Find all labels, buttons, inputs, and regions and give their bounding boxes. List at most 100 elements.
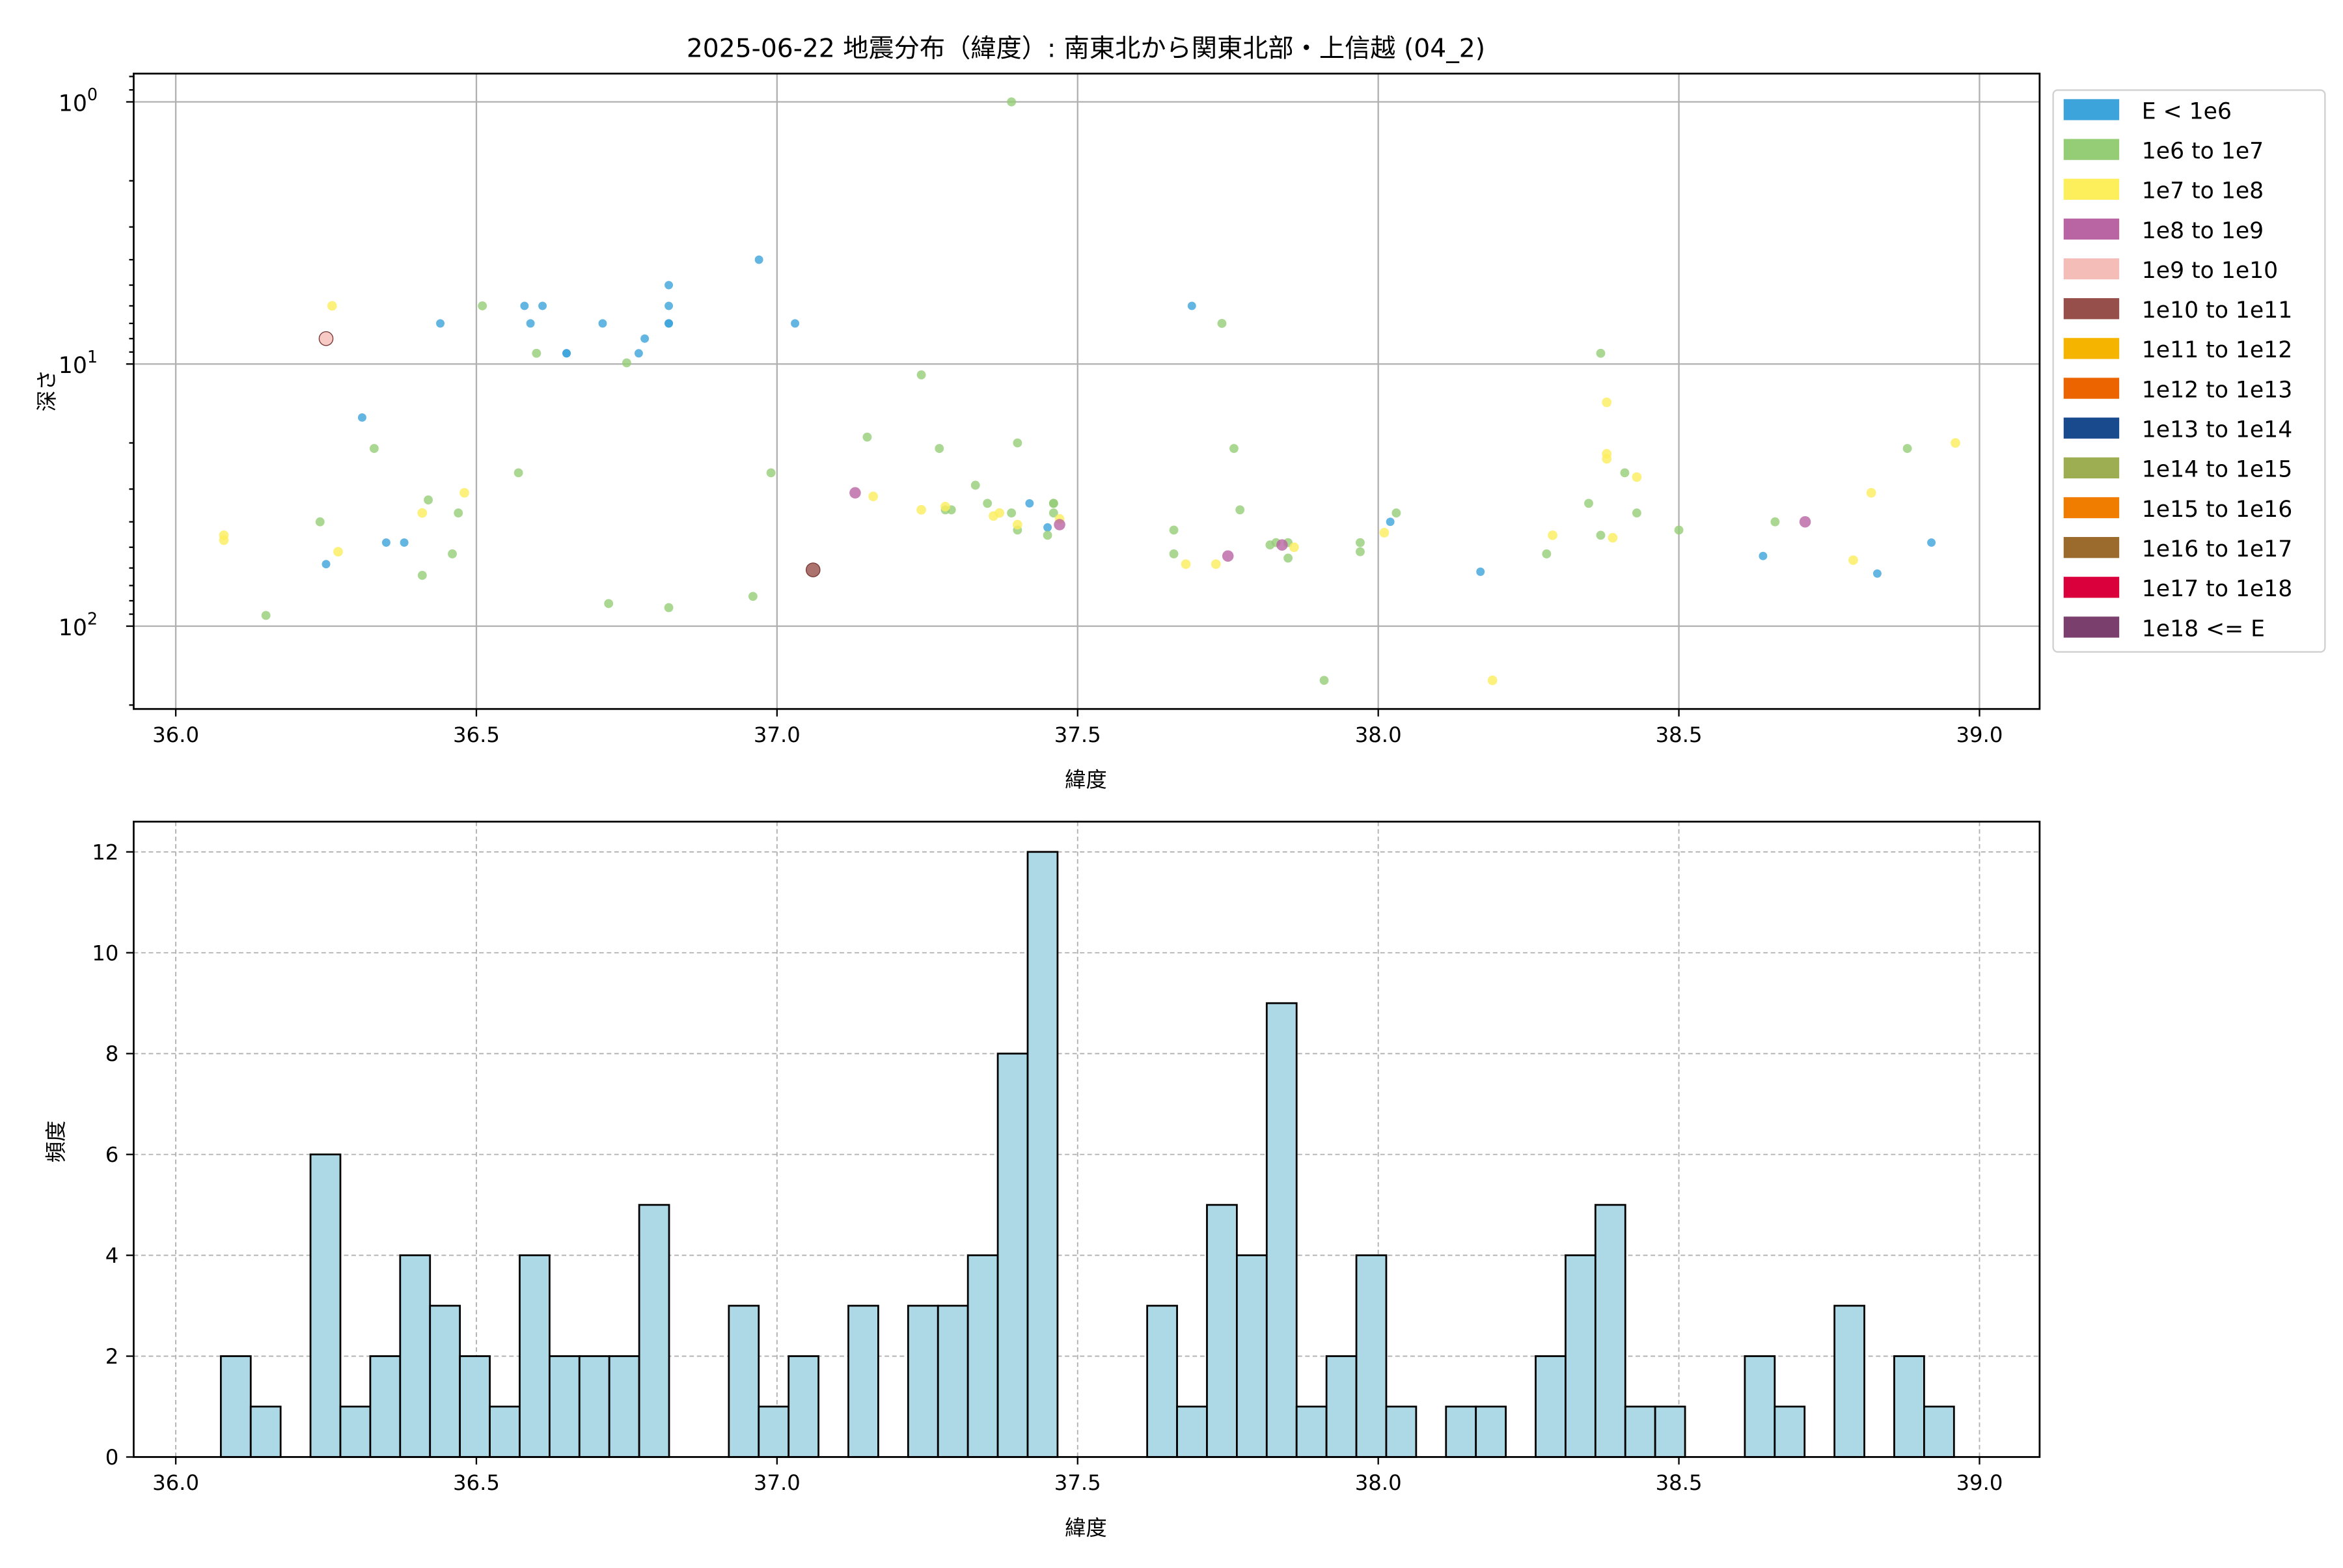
scatter-point [1169, 525, 1179, 535]
scatter-point [369, 444, 379, 453]
scatter-point [1319, 676, 1329, 685]
hist-bar [1923, 1405, 1955, 1458]
scatter-point [327, 301, 337, 311]
legend-label: 1e13 to 1e14 [2142, 417, 2292, 443]
hist-ytick-label: 4 [105, 1243, 119, 1268]
scatter-point [1632, 472, 1642, 482]
scatter-point [1770, 517, 1780, 527]
scatter-point [1048, 499, 1058, 508]
hist-xtick-label: 37.0 [754, 1470, 801, 1495]
scatter-point [1283, 553, 1293, 563]
legend-label: 1e10 to 1e11 [2142, 297, 2292, 323]
scatter-point [1054, 519, 1065, 530]
scatter-point [318, 331, 334, 346]
hist-xtick-label: 37.5 [1054, 1470, 1101, 1495]
legend-label: 1e15 to 1e16 [2142, 497, 2292, 523]
legend-swatch [2063, 378, 2120, 399]
legend-swatch [2063, 457, 2120, 479]
legend-label: 1e12 to 1e13 [2142, 377, 2292, 403]
scatter-point [805, 562, 821, 577]
scatter-point [1217, 318, 1227, 328]
scatter-ylabel: 深さ [34, 370, 59, 412]
hist-bar [788, 1355, 819, 1458]
scatter-point [1222, 550, 1234, 562]
legend-label: 1e16 to 1e17 [2142, 536, 2292, 562]
hist-bar [1146, 1304, 1178, 1458]
legend-label: 1e9 to 1e10 [2142, 258, 2278, 284]
scatter-xtick-label: 38.5 [1656, 722, 1703, 747]
ytick-base: 10 [59, 90, 87, 117]
scatter-point [1169, 549, 1179, 558]
hist-bar [309, 1153, 342, 1458]
scatter-point [1632, 508, 1641, 518]
scatter-point [791, 319, 800, 328]
scatter-point [357, 413, 366, 422]
scatter-xtick-label: 39.0 [1956, 722, 2003, 747]
legend-swatch [2063, 497, 2120, 519]
scatter-point [1799, 516, 1811, 528]
scatter-point [868, 491, 879, 502]
legend-swatch [2063, 537, 2120, 558]
hist-ylabel: 頻度 [44, 1121, 68, 1163]
scatter-point [1013, 438, 1022, 448]
scatter-point [1276, 539, 1288, 551]
hist-bar [728, 1304, 760, 1458]
hist-bar [1833, 1304, 1865, 1458]
legend-swatch [2063, 99, 2120, 120]
scatter-point [1759, 551, 1768, 560]
hist-bar [1295, 1405, 1328, 1458]
legend-label: E < 1e6 [2142, 98, 2232, 124]
scatter-point [417, 508, 428, 518]
scatter-xlabel: 緯度 [1065, 767, 1107, 792]
scatter-point [1584, 499, 1593, 508]
hist-bar [1744, 1355, 1776, 1458]
scatter-point [1476, 567, 1485, 576]
legend-swatch [2063, 577, 2120, 598]
scatter-point [1602, 454, 1612, 464]
hist-bar [638, 1204, 670, 1458]
hist-bar [429, 1304, 461, 1458]
hist-ytick-label: 12 [92, 840, 118, 864]
legend-label: 1e8 to 1e9 [2142, 218, 2264, 244]
scatter-point [1596, 530, 1606, 540]
scatter-point [459, 488, 469, 498]
scatter-point [916, 504, 926, 515]
hist-bar [847, 1304, 879, 1458]
hist-ytick-label: 8 [105, 1041, 119, 1066]
scatter-point [994, 508, 1005, 518]
hist-axes-frame [133, 820, 2041, 1458]
hist-bar [1893, 1355, 1925, 1458]
hist-xtick-label: 38.0 [1355, 1470, 1402, 1495]
scatter-point [598, 319, 607, 328]
scatter-point [1235, 505, 1245, 515]
scatter-xtick-label: 38.0 [1355, 722, 1402, 747]
hist-bar [1026, 851, 1059, 1458]
scatter-point [1602, 397, 1612, 407]
scatter-ytick-label: 101 [59, 347, 98, 379]
scatter-point [1951, 438, 1960, 448]
scatter-point [1025, 499, 1034, 508]
scatter-point [1620, 468, 1630, 478]
hist-bar [1385, 1405, 1418, 1458]
chart-title: 2025-06-22 地震分布（緯度）: 南東北から関東北部・上信越 (04_2… [687, 34, 1485, 64]
legend-swatch [2063, 139, 2120, 160]
hist-bar [399, 1254, 432, 1458]
scatter-point [333, 547, 343, 557]
scatter-point [1487, 675, 1498, 685]
ytick-exponent: 2 [87, 609, 98, 629]
scatter-point [1927, 538, 1936, 547]
legend-label: 1e11 to 1e12 [2142, 337, 2292, 363]
hist-bar [578, 1355, 610, 1458]
hist-bar [339, 1405, 372, 1458]
hist-bar [489, 1405, 521, 1458]
hist-bar [1774, 1405, 1806, 1458]
hist-bar [369, 1355, 402, 1458]
scatter-point [538, 301, 547, 310]
scatter-xtick-label: 36.0 [152, 722, 199, 747]
scatter-point [219, 535, 229, 545]
scatter-point [448, 549, 457, 558]
hist-xtick-label: 38.5 [1656, 1470, 1703, 1495]
scatter-point [1608, 532, 1618, 543]
hist-bar [459, 1355, 491, 1458]
scatter-point [1187, 301, 1196, 310]
